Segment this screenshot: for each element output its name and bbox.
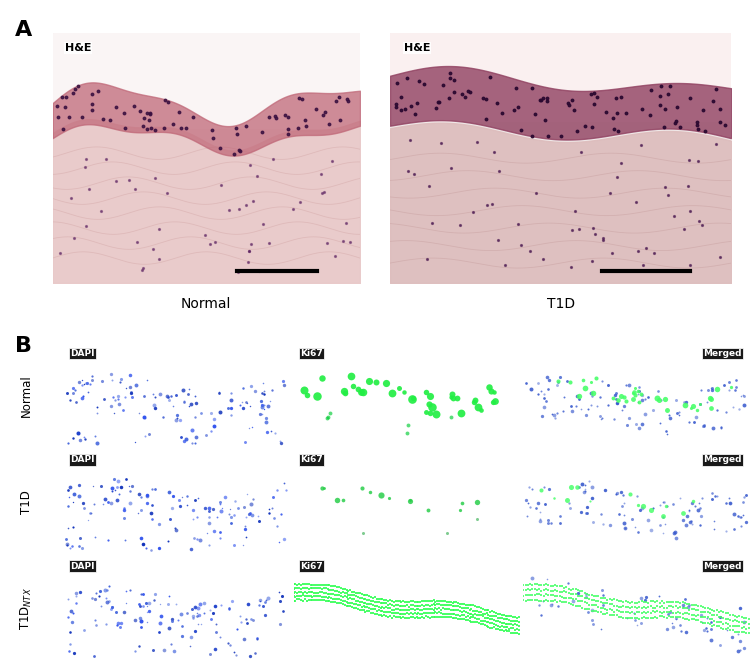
Text: DAPI: DAPI [70,561,95,571]
Text: Ki67: Ki67 [300,349,323,358]
Text: A: A [15,20,32,40]
Text: DAPI: DAPI [70,349,95,358]
Text: Merged: Merged [704,456,742,464]
Text: H&E: H&E [64,43,92,53]
Text: Merged: Merged [704,561,742,571]
Text: T1D$_{NTX}$: T1D$_{NTX}$ [19,587,34,629]
Text: Ki67: Ki67 [300,561,323,571]
Text: Normal: Normal [20,375,33,418]
Text: T1D: T1D [20,490,33,514]
Text: Normal: Normal [181,297,232,311]
Text: DAPI: DAPI [70,456,95,464]
Text: Ki67: Ki67 [300,456,323,464]
Bar [53,33,360,129]
Text: T1D: T1D [547,297,574,311]
Text: H&E: H&E [404,43,430,53]
Bar [390,33,731,121]
Text: B: B [15,336,32,356]
Text: Merged: Merged [704,349,742,358]
